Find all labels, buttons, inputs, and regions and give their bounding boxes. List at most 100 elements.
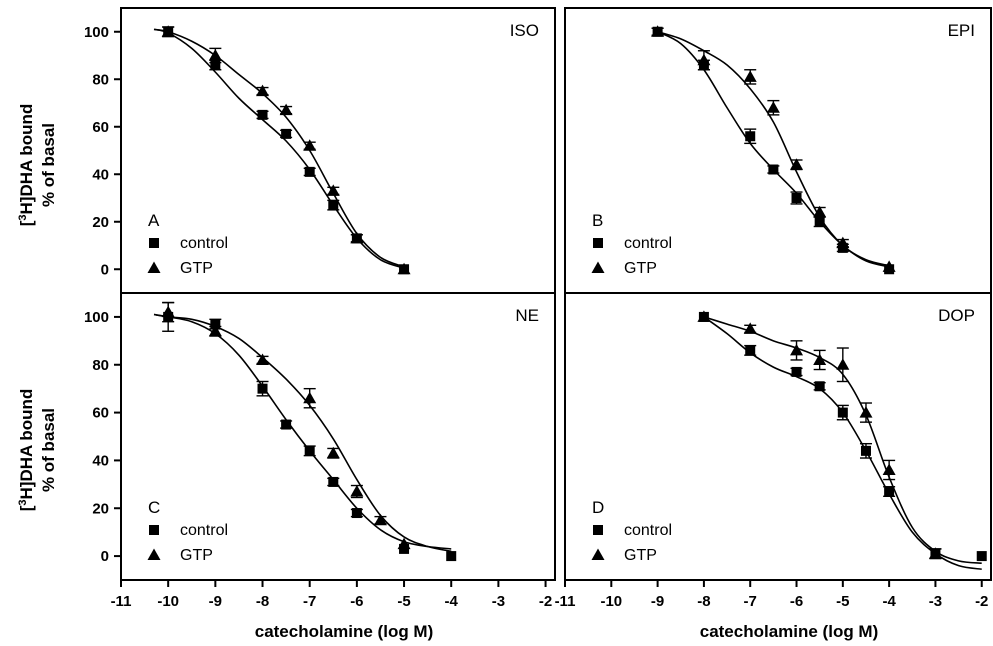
point-control (351, 508, 362, 519)
point-gtp (303, 139, 317, 151)
legend-marker-control (149, 525, 159, 535)
x-tick-label: -10 (157, 593, 179, 610)
legend-label-gtp: GTP (624, 260, 657, 277)
x-tick-label: -4 (882, 593, 896, 610)
point-gtp (350, 231, 364, 244)
legend-marker-gtp (591, 261, 605, 273)
point-gtp (790, 158, 804, 170)
point-gtp (882, 260, 896, 272)
point-gtp (256, 84, 270, 97)
x-tick-label: -6 (350, 593, 363, 610)
legend-marker-gtp (147, 261, 161, 273)
legend-label-control: control (180, 235, 228, 252)
panel-title: EPI (948, 21, 975, 40)
x-tick-label: -11 (555, 593, 576, 610)
point-control (328, 200, 339, 211)
point-gtp (766, 101, 780, 113)
panel-letter: C (148, 498, 160, 517)
point-gtp (836, 358, 850, 370)
point-gtp (208, 49, 222, 61)
point-control (814, 381, 825, 392)
legend-marker-gtp (147, 548, 161, 560)
point-control (745, 131, 756, 142)
fit-curve-gtp (153, 28, 405, 268)
legend-marker-control (593, 525, 603, 535)
point-gtp (256, 353, 270, 365)
y-tick-label: 40 (92, 452, 109, 469)
x-tick-label: -11 (111, 593, 132, 610)
y-tick-label: 0 (101, 548, 109, 565)
point-control (304, 445, 315, 456)
point-control (814, 216, 825, 227)
legend-marker-control (149, 238, 159, 248)
y-tick-label: 100 (84, 24, 109, 41)
x-tick-label: -3 (492, 593, 505, 610)
fit-curve-gtp (153, 313, 452, 553)
y-tick-label: 40 (92, 166, 109, 183)
x-tick-label: -2 (539, 593, 552, 610)
point-control (257, 109, 268, 120)
y-tick-label: 60 (92, 119, 109, 136)
panel-letter: B (592, 211, 603, 230)
point-control (281, 128, 292, 139)
y-tick-label: 60 (92, 405, 109, 422)
y-axis-title-line2-bottom: % of basal (39, 408, 58, 492)
x-tick-label: -7 (303, 593, 316, 610)
y-axis-title-line1: [3H]DHA bound (17, 104, 36, 227)
x-tick-label: -7 (744, 593, 757, 610)
y-axis-title-group: [3H]DHA bound % of basal [3H]DHA bound %… (17, 104, 58, 512)
point-gtp (161, 305, 175, 318)
point-gtp (790, 343, 804, 356)
y-tick-label: 20 (92, 500, 109, 517)
legend-marker-control (593, 238, 603, 248)
point-gtp (397, 262, 411, 275)
y-tick-label: 80 (92, 357, 109, 374)
point-gtp (373, 513, 387, 526)
point-gtp (743, 70, 757, 82)
x-tick-label: -5 (836, 593, 849, 610)
panel-title: DOP (938, 306, 975, 325)
x-tick-label: -6 (790, 593, 803, 610)
x-tick-label: -2 (975, 593, 988, 610)
point-control (745, 345, 756, 356)
point-gtp (743, 322, 757, 334)
point-gtp (836, 236, 850, 249)
point-control (860, 445, 871, 456)
legend-marker-gtp (591, 548, 605, 560)
point-gtp (350, 485, 364, 497)
point-control (768, 164, 779, 175)
point-control (446, 551, 457, 562)
point-gtp (161, 25, 175, 37)
x-axis-title-left: catecholamine (log M) (255, 622, 434, 641)
legend-label-gtp: GTP (624, 547, 657, 564)
point-gtp (303, 391, 317, 404)
point-control (791, 366, 802, 377)
panel-letter: A (148, 211, 160, 230)
x-tick-label: -9 (651, 593, 664, 610)
point-gtp (326, 184, 340, 196)
y-axis-title-line1-bottom: [3H]DHA bound (17, 389, 36, 512)
y-tick-label: 0 (101, 261, 109, 278)
y-axis-title-line2: % of basal (39, 123, 58, 207)
y-tick-label: 100 (84, 309, 109, 326)
point-control (281, 419, 292, 430)
point-gtp (651, 25, 665, 37)
point-control (976, 551, 987, 562)
panel-letter: D (592, 498, 604, 517)
legend-label-gtp: GTP (180, 547, 213, 564)
point-gtp (859, 406, 873, 418)
point-control (257, 383, 268, 394)
x-tick-label: -4 (445, 593, 459, 610)
x-tick-label: -5 (397, 593, 410, 610)
x-axis-title-right: catecholamine (log M) (700, 622, 879, 641)
point-gtp (279, 103, 293, 116)
fit-curve-control (153, 313, 452, 550)
point-control (791, 193, 802, 203)
point-gtp (397, 537, 411, 550)
panel-title: NE (515, 306, 539, 325)
